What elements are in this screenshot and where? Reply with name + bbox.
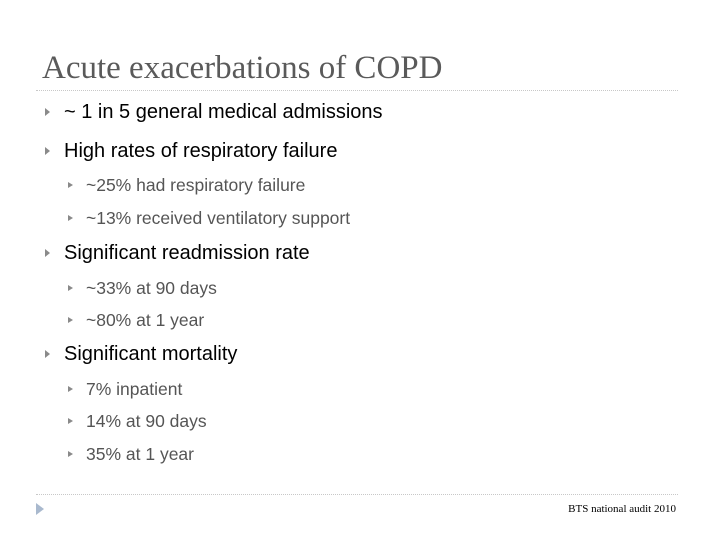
bullet-item: Significant mortality <box>45 343 238 365</box>
triangle-bullet-icon <box>68 285 73 291</box>
bullet-text: 35% at 1 year <box>86 444 194 464</box>
triangle-bullet-icon <box>68 418 73 424</box>
triangle-bullet-icon <box>45 147 50 155</box>
sub-bullet-item: ~25% had respiratory failure <box>68 175 306 195</box>
triangle-bullet-icon <box>68 182 73 188</box>
footer-divider <box>36 494 678 495</box>
bullet-text: ~33% at 90 days <box>86 278 217 298</box>
sub-bullet-item: ~13% received ventilatory support <box>68 208 351 228</box>
triangle-bullet-icon <box>45 249 50 257</box>
triangle-bullet-icon <box>45 350 50 358</box>
bullet-text: Significant mortality <box>64 343 238 365</box>
triangle-bullet-icon <box>68 386 73 392</box>
bullet-text: Significant readmission rate <box>64 242 310 264</box>
triangle-bullet-icon <box>68 317 73 323</box>
bullet-item: ~ 1 in 5 general medical admissions <box>45 101 383 123</box>
bullet-text: 7% inpatient <box>86 379 183 399</box>
sub-bullet-item: 14% at 90 days <box>68 411 207 431</box>
sub-bullet-item: 35% at 1 year <box>68 444 194 464</box>
bullet-text: ~ 1 in 5 general medical admissions <box>64 101 383 123</box>
bullet-item: High rates of respiratory failure <box>45 140 338 162</box>
bullet-text: High rates of respiratory failure <box>64 140 338 162</box>
footer-source-note: BTS national audit 2010 <box>568 503 676 515</box>
sub-bullet-item: ~33% at 90 days <box>68 278 217 298</box>
sub-bullet-item: 7% inpatient <box>68 379 183 399</box>
triangle-arrow-icon <box>36 503 44 515</box>
bullet-text: ~80% at 1 year <box>86 310 205 330</box>
sub-bullet-item: ~80% at 1 year <box>68 310 205 330</box>
bullet-text: ~25% had respiratory failure <box>86 175 306 195</box>
bullet-text: 14% at 90 days <box>86 411 207 431</box>
bullet-item: Significant readmission rate <box>45 242 310 264</box>
bullet-text: ~13% received ventilatory support <box>86 208 351 228</box>
triangle-bullet-icon <box>68 215 73 221</box>
triangle-bullet-icon <box>45 108 50 116</box>
triangle-bullet-icon <box>68 451 73 457</box>
slide-title: Acute exacerbations of COPD <box>42 50 443 86</box>
title-divider <box>36 90 678 91</box>
